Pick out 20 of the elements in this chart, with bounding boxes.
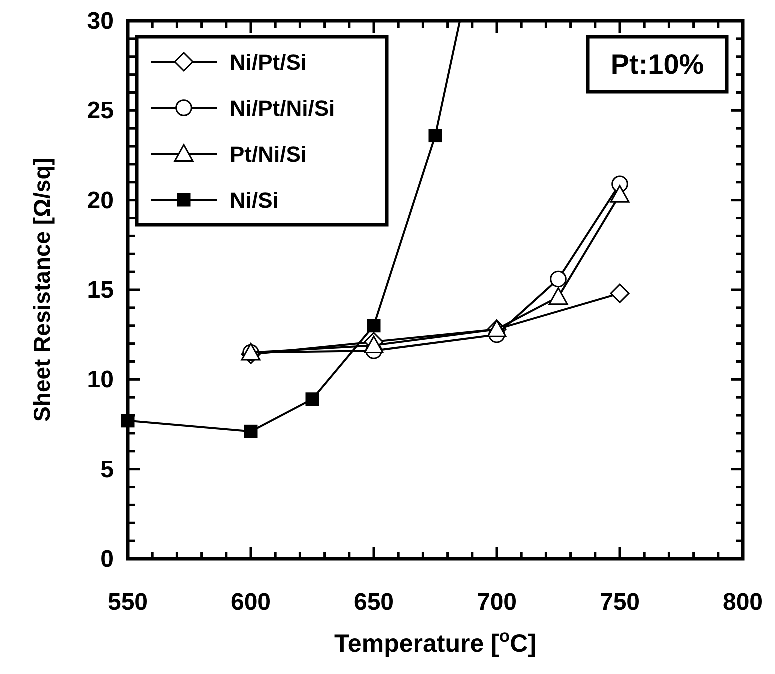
legend-label: Ni/Pt/Ni/Si bbox=[230, 96, 336, 121]
x-tick-label: 700 bbox=[476, 589, 518, 616]
y-tick-label: 5 bbox=[100, 456, 114, 484]
y-tick-label: 25 bbox=[87, 98, 114, 125]
x-tick-label: 650 bbox=[354, 589, 394, 616]
annotation: Pt:10% bbox=[610, 49, 704, 80]
y-tick-label: 15 bbox=[87, 277, 114, 304]
legend-label: Pt/Ni/Si bbox=[230, 142, 308, 167]
y-tick-label: 20 bbox=[87, 187, 114, 214]
x-axis-title: Temperature [$^{o}$C] bbox=[334, 626, 536, 658]
y-tick-label: 0 bbox=[100, 546, 114, 573]
x-tick-label: 800 bbox=[722, 589, 764, 616]
x-tick-label: 550 bbox=[108, 589, 148, 616]
y-tick-label: 10 bbox=[87, 366, 114, 394]
legend-label: Ni/Si bbox=[230, 188, 279, 213]
legend-label: Ni/Pt/Si bbox=[230, 50, 308, 75]
x-tick-label: 750 bbox=[600, 589, 640, 616]
y-tick-label: 30 bbox=[87, 8, 114, 35]
y-axis-title: Sheet Resistance [Ω/sq] bbox=[29, 158, 55, 422]
x-tick-label: 600 bbox=[230, 589, 272, 616]
